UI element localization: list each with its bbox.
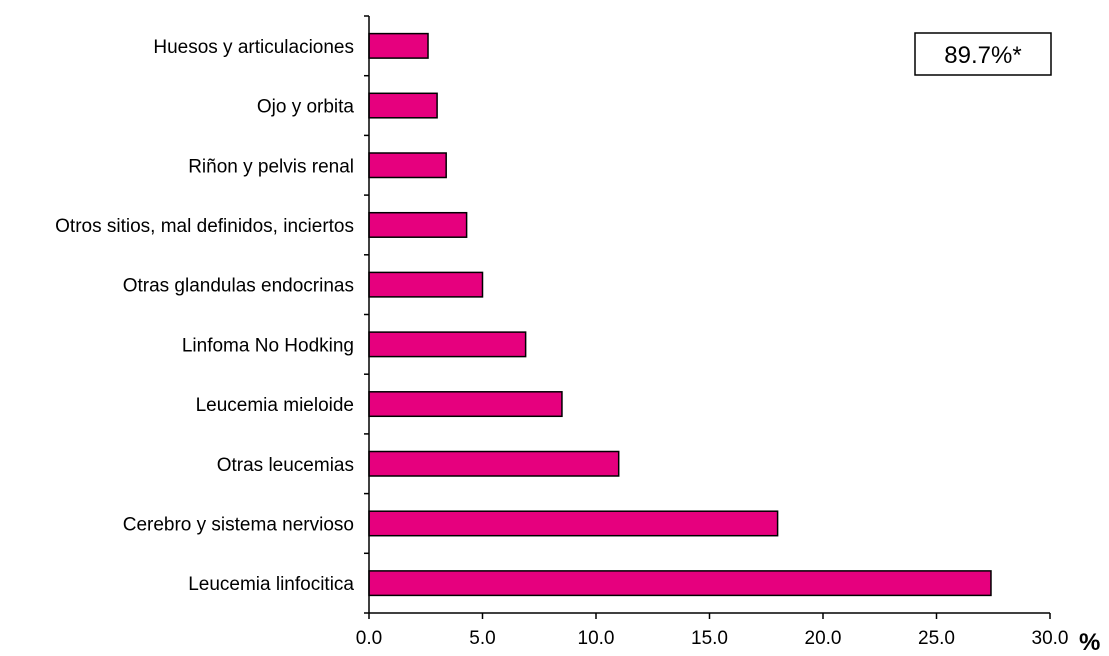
category-label: Huesos y articulaciones: [153, 37, 354, 58]
category-label: Riñon y pelvis renal: [188, 156, 354, 177]
category-label: Leucemia mieloide: [196, 395, 354, 416]
bar: [368, 510, 779, 537]
bar: [368, 152, 447, 179]
x-tick-label: 0.0: [356, 628, 382, 649]
annotation-text: 89.7%*: [944, 42, 1021, 69]
bar: [368, 391, 563, 418]
x-axis-unit-label: %: [1079, 629, 1100, 656]
x-tick-label: 15.0: [691, 628, 728, 649]
category-label: Otras glandulas endocrinas: [123, 276, 354, 297]
bar: [368, 331, 527, 358]
x-tick-label: 30.0: [1032, 628, 1069, 649]
bar: [368, 271, 484, 298]
category-label: Leucemia linfocitica: [188, 574, 354, 595]
bar: [368, 570, 992, 597]
category-label: Cerebro y sistema nervioso: [123, 514, 354, 535]
y-ticks-layer: [364, 15, 369, 614]
bar: [368, 450, 620, 477]
annotation-box: 89.7%*: [914, 32, 1052, 76]
x-ticks-layer: 0.0 5.0 10.0 15.0 20.0 25.0 30.0: [356, 613, 1069, 649]
category-labels-layer: Leucemia linfocitica Cerebro y sistema ne…: [55, 37, 354, 595]
category-label: Ojo y orbita: [257, 97, 355, 118]
x-tick-label: 20.0: [805, 628, 842, 649]
category-label: Otros sitios, mal definidos, inciertos: [55, 216, 354, 237]
bars-layer: [368, 32, 992, 597]
category-label: Linfoma No Hodking: [182, 335, 354, 356]
category-label: Otras leucemias: [217, 455, 354, 476]
x-tick-label: 25.0: [918, 628, 955, 649]
bar: [368, 92, 438, 119]
x-tick-label: 10.0: [578, 628, 615, 649]
bar: [368, 211, 468, 238]
annotation-frame: [914, 32, 1052, 76]
x-tick-label: 5.0: [469, 628, 495, 649]
bar: [368, 32, 429, 59]
